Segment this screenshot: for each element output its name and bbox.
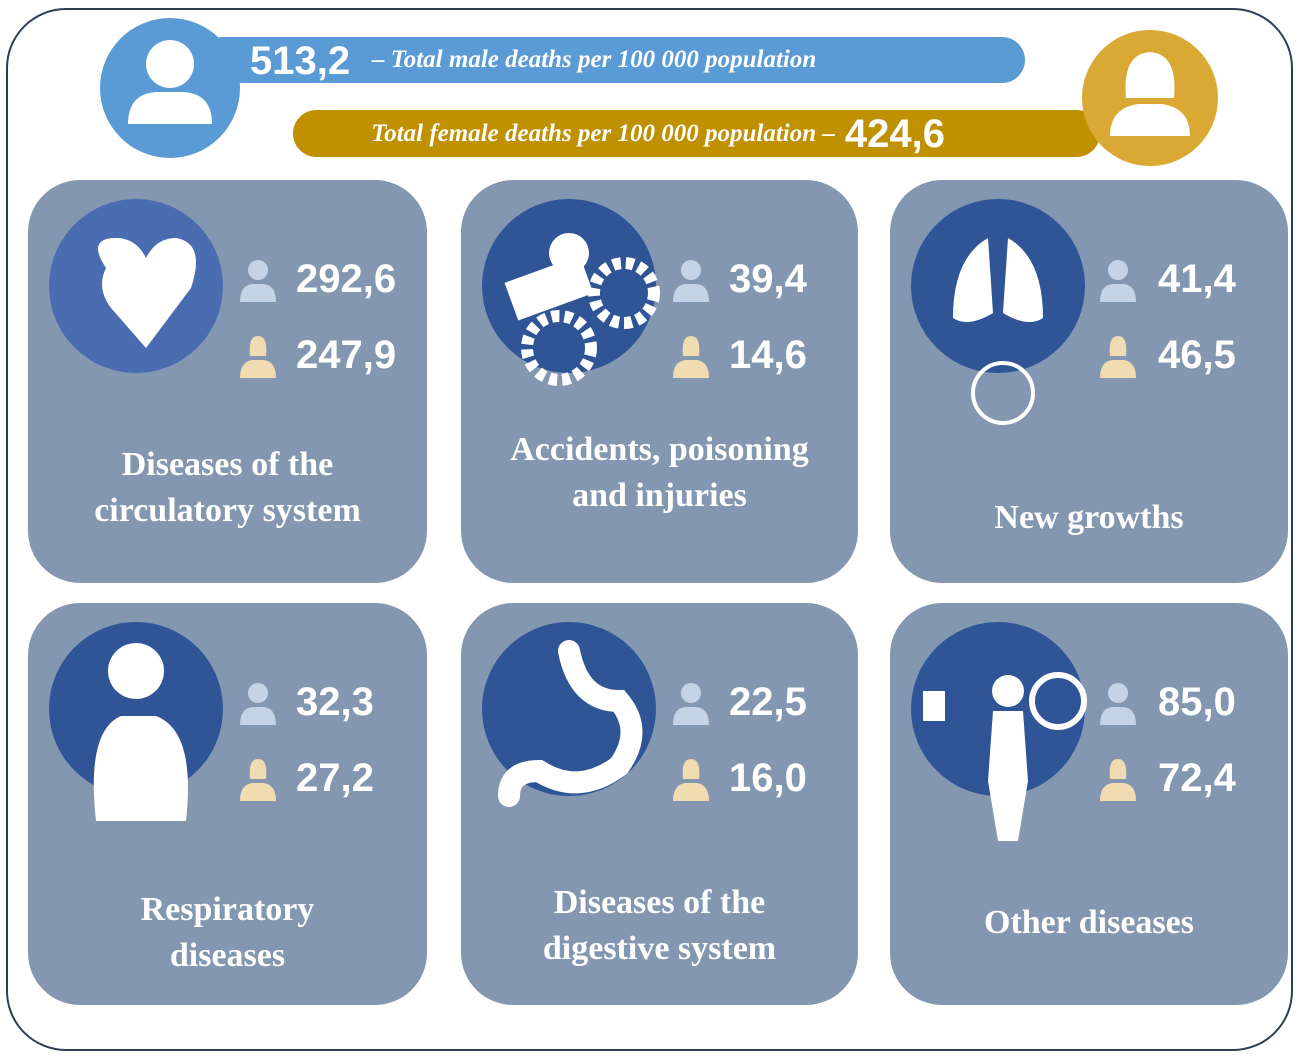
female-glyph	[1100, 759, 1136, 801]
cause-icon	[479, 198, 679, 433]
female-icon	[1098, 757, 1138, 806]
cause-title-line: New growths	[994, 499, 1184, 536]
cause-card: 85,0 72,4 Other diseases	[890, 603, 1288, 1005]
cause-title-line: diseases	[169, 937, 286, 974]
male-icon	[238, 681, 278, 730]
cause-title-line: Accidents, poisoning	[510, 431, 809, 468]
cause-title: Other diseases	[890, 900, 1288, 946]
cause-card: 292,6 247,9 Diseases of the circulatory sys…	[28, 180, 427, 583]
cause-title: Diseases of the digestive system	[461, 880, 858, 972]
female-icon	[671, 757, 711, 806]
female-icon	[671, 334, 711, 383]
icon-graphic	[49, 199, 223, 373]
female-glyph	[240, 336, 276, 378]
cause-title-line: digestive system	[542, 930, 777, 967]
male-value: 292,6	[296, 257, 397, 301]
male-glyph	[673, 260, 709, 302]
icon-graphic	[911, 199, 1085, 425]
cause-title-line: Other diseases	[984, 904, 1194, 941]
male-avatar	[100, 18, 240, 158]
cause-card: 22,5 16,0 Diseases of the digestive system	[461, 603, 858, 1005]
cause-icon	[908, 621, 1108, 856]
male-glyph	[673, 683, 709, 725]
male-glyph	[240, 260, 276, 302]
cause-title: New growths	[890, 495, 1288, 541]
male-icon	[1098, 258, 1138, 307]
male-icon	[671, 681, 711, 730]
female-glyph	[240, 759, 276, 801]
male-glyph	[1100, 260, 1136, 302]
cause-card: 39,4 14,6 Accidents, poisoning and injuries	[461, 180, 858, 583]
female-value: 247,9	[296, 333, 397, 377]
male-icon	[238, 258, 278, 307]
female-glyph	[673, 336, 709, 378]
female-label: Total female deaths per 100 000 populati…	[371, 120, 835, 147]
cause-icon	[479, 621, 679, 856]
cause-icon	[908, 198, 1108, 433]
female-avatar	[1082, 30, 1218, 166]
male-value: 39,4	[729, 257, 807, 301]
female-row: Total female deaths per 100 000 populati…	[371, 111, 945, 157]
male-icon	[671, 258, 711, 307]
cause-icon	[46, 198, 246, 433]
female-glyph	[673, 759, 709, 801]
male-icon	[1098, 681, 1138, 730]
icon-graphic	[49, 622, 223, 821]
cause-title-line: and injuries	[572, 477, 747, 514]
female-icon	[238, 757, 278, 806]
icon-graphic	[911, 622, 1087, 841]
male-value: 85,0	[1158, 680, 1236, 724]
cause-title-line: Respiratory	[140, 891, 315, 928]
cause-title: Respiratory diseases	[28, 887, 427, 979]
female-value: 14,6	[729, 333, 807, 377]
female-glyph	[1100, 336, 1136, 378]
cause-icon	[46, 621, 246, 856]
female-value: 46,5	[1158, 333, 1236, 377]
frame	[6, 8, 1293, 1051]
icon-graphic	[482, 622, 656, 807]
male-value: 22,5	[729, 680, 807, 724]
male-glyph	[1100, 683, 1136, 725]
cause-card: 41,4 46,5 New growths	[890, 180, 1288, 583]
cause-title-line: Diseases of the	[121, 446, 334, 483]
male-value: 41,4	[1158, 257, 1236, 301]
cause-title-line: circulatory system	[94, 492, 361, 529]
male-label: – Total male deaths per 100 000 populati…	[372, 46, 817, 73]
cause-title: Accidents, poisoning and injuries	[461, 427, 858, 519]
cause-title-line: Diseases of the	[553, 884, 766, 921]
male-bar	[200, 37, 1025, 83]
male-glyph	[240, 683, 276, 725]
female-bar	[293, 110, 1100, 157]
female-icon	[238, 334, 278, 383]
female-value: 16,0	[729, 756, 807, 800]
female-value: 72,4	[1158, 756, 1236, 800]
cause-card: 32,3 27,2 Respiratory diseases	[28, 603, 427, 1005]
icon-graphic	[482, 199, 660, 386]
male-value: 32,3	[296, 680, 374, 724]
cause-title: Diseases of the circulatory system	[28, 442, 427, 534]
female-icon	[1098, 334, 1138, 383]
female-total: 424,6	[844, 112, 945, 156]
male-total: 513,2	[250, 39, 351, 83]
female-value: 27,2	[296, 756, 374, 800]
